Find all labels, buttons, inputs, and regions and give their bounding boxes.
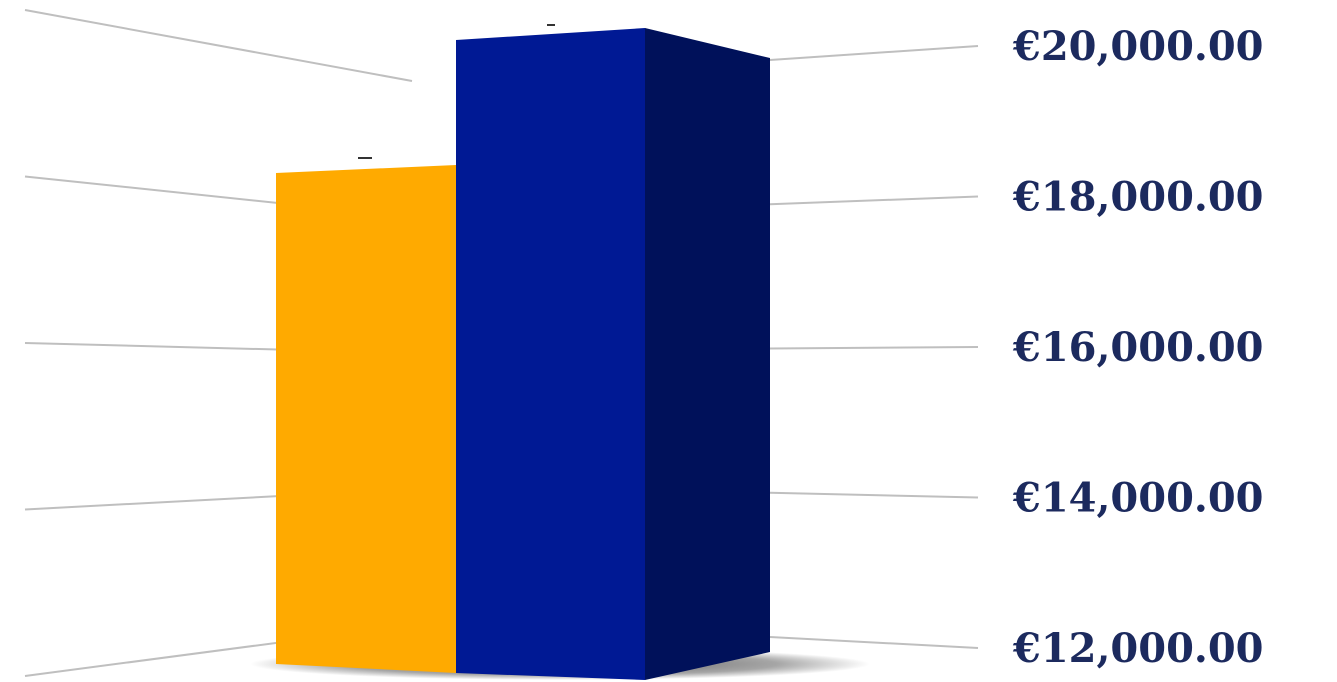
y-tick-label: €20,000.00 — [1012, 23, 1264, 70]
data-label-blue — [547, 24, 555, 26]
y-tick-labels: €20,000.00 €18,000.00 €16,000.00 €14,000.00… — [1012, 23, 1264, 672]
gridline-right — [769, 45, 979, 61]
bars — [276, 24, 770, 680]
gridline-left — [24, 9, 413, 82]
gridline-right — [769, 491, 979, 499]
data-label-gold — [358, 157, 372, 159]
gridline-right — [769, 346, 979, 350]
y-tick-label: €14,000.00 — [1012, 475, 1264, 522]
bar-blue — [456, 28, 645, 680]
y-tick-label: €12,000.00 — [1012, 625, 1264, 672]
bar-blue-side — [645, 28, 770, 680]
gridlines-right — [769, 45, 979, 649]
gridline-right — [769, 636, 979, 649]
y-tick-label: €18,000.00 — [1012, 174, 1264, 221]
gridline-right — [769, 195, 979, 206]
bar-gold — [276, 165, 456, 673]
y-tick-label: €16,000.00 — [1012, 324, 1264, 371]
